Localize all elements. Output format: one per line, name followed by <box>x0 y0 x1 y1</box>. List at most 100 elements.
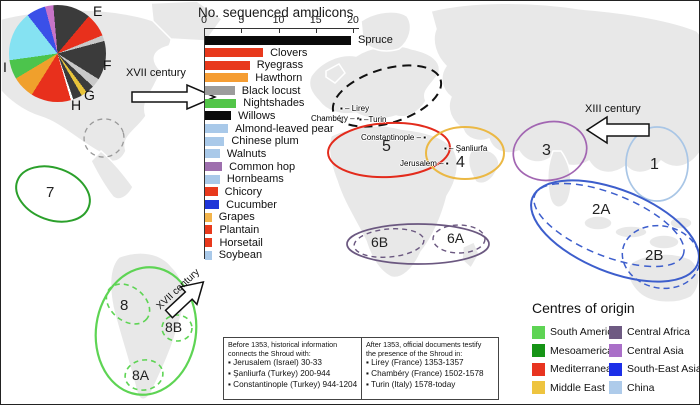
legend-swatch <box>532 344 545 358</box>
bar-row-spruce: Spruce <box>205 34 393 46</box>
region-label-6A: 6A <box>447 230 465 246</box>
region-label-4: 4 <box>456 154 465 171</box>
legend-swatch <box>609 344 622 358</box>
scandinavia <box>360 11 412 52</box>
x-tick-20: 20 <box>347 14 359 26</box>
box-title-line: Before 1353, historical information <box>228 340 338 349</box>
bar-row-nightshades: Nightshades <box>205 97 304 109</box>
box-item: ▪ Turin (Italy) 1578-today <box>366 379 456 389</box>
bar-row-plantain: Plantain <box>205 224 259 236</box>
region-2-outer-ellipse <box>530 179 699 283</box>
bar-label: Horsetail <box>219 236 263 249</box>
after-1353-box: After 1353, official documents testify th… <box>361 337 499 400</box>
x-tickmark-10 <box>278 28 280 33</box>
region-2-inner-dashed-ellipse <box>533 182 685 268</box>
box-title-line: the presence of the Shroud in: <box>366 348 463 358</box>
region-6B-dashed-ellipse <box>353 228 425 258</box>
bar-row-clovers: Clovers <box>205 47 307 59</box>
region-label-5: 5 <box>382 138 391 155</box>
pie-chart <box>9 5 106 102</box>
legend-label: Middle East <box>550 381 605 394</box>
x-tick-5: 5 <box>238 14 245 26</box>
bar <box>205 162 223 172</box>
bar-label: Chinese plum <box>231 135 299 148</box>
region-3-ellipse <box>512 120 588 182</box>
bar-label: Hawthorn <box>255 71 303 84</box>
city-constantinople: Constantinople – ▪ <box>361 133 427 142</box>
box-item: ▪ Chambéry (France) 1502-1578 <box>366 368 484 378</box>
bar-row-grapes: Grapes <box>205 211 255 223</box>
bar-label: Common hop <box>229 160 296 173</box>
region-4-ellipse <box>425 126 505 180</box>
barchart-y-axis <box>204 28 205 259</box>
bar <box>205 238 213 248</box>
legend-label: Mesoamerica <box>550 344 614 357</box>
bar <box>205 250 212 260</box>
barchart-title: No. sequenced amplicons <box>198 5 354 20</box>
arrow-left-icon <box>585 115 650 145</box>
origin-ellipses <box>15 64 699 396</box>
legend-entry-mesoamerica: Mesoamerica <box>532 342 613 361</box>
region-6-outer-ellipse <box>346 223 490 265</box>
madagascar <box>461 240 480 270</box>
box-item: ▪ Lirey (France) 1353-1357 <box>366 358 464 368</box>
bar-row-soybean: Soybean <box>205 249 262 261</box>
legend-swatch <box>609 325 622 339</box>
legend-label: Central Africa <box>627 326 691 339</box>
x-tickmark-5 <box>241 28 243 33</box>
bar-label: Almond-leaved pear <box>235 122 334 135</box>
region-5-ellipse <box>327 121 451 179</box>
arabia <box>467 148 500 184</box>
region-label-1: 1 <box>650 156 659 173</box>
australia <box>627 253 699 303</box>
bar <box>205 200 220 210</box>
bar-row-black-locust: Black locust <box>205 85 301 97</box>
region-unlabeled-dashed-ellipse <box>83 118 125 158</box>
bar <box>205 86 235 96</box>
bar <box>205 35 352 45</box>
x-tickmark-20 <box>353 28 354 33</box>
pie-letter-E: E <box>93 3 103 19</box>
box-item: ▪ Constantinople (Turkey) 944-1204 <box>228 379 358 389</box>
bar <box>205 73 249 83</box>
bar-row-hornbeams: Hornbeams <box>205 173 284 185</box>
arrow-label-nw: XVII century <box>126 67 186 79</box>
pie-letter-F: F <box>103 57 112 73</box>
pie-letter-I: I <box>3 59 7 75</box>
city-jerusalem: Jerusalem – ▪ <box>400 159 449 168</box>
barchart-x-axis <box>204 28 359 29</box>
bar-row-hawthorn: Hawthorn <box>205 72 302 84</box>
legend-label: South America <box>550 326 619 339</box>
region-label-2B: 2B <box>645 247 664 264</box>
legend-entry-china: China <box>609 379 699 398</box>
bar-label: Nightshades <box>243 97 305 110</box>
legend-entry-mediterranean: Mediterranean <box>532 360 618 379</box>
century-arrows <box>131 83 650 319</box>
bar-row-almond-leaved-pear: Almond-leaved pear <box>205 123 334 135</box>
bar-row-walnuts: Walnuts <box>205 148 266 160</box>
bar-row-chinese-plum: Chinese plum <box>205 135 299 147</box>
region-label-8A: 8A <box>132 367 150 383</box>
legend-label: Mediterranean <box>550 363 618 376</box>
pie-letter-H: H <box>71 97 82 113</box>
region-7-ellipse <box>15 165 91 223</box>
bar-label: Hornbeams <box>226 173 284 186</box>
city-chambery: Chambéry – ▪ <box>311 114 360 123</box>
origin-legend-title: Centres of origin <box>532 300 635 316</box>
bar <box>205 48 264 58</box>
bar-label: Spruce <box>358 34 393 46</box>
x-tick-0: 0 <box>201 14 207 26</box>
island-2 <box>614 225 648 239</box>
bar <box>205 225 213 235</box>
region-2B-dashed-ellipse <box>621 224 699 290</box>
legend-swatch <box>609 381 622 395</box>
bar-label: Walnuts <box>226 147 267 160</box>
arrow-label-ne: XIII century <box>585 103 641 115</box>
region-8-outer-ellipse <box>94 266 198 396</box>
box-item: ▪ Jerusalem (Israel) 30-33 <box>228 358 322 368</box>
origin-legend-grid: South America Mesoamerica Mediterranean Mid… <box>532 323 699 398</box>
legend-entry-south-east-asia: South-East Asia <box>609 360 699 379</box>
city-sanliurfa: ▪ – Şanliurfa <box>444 144 488 153</box>
region-1-ellipse <box>625 126 689 202</box>
